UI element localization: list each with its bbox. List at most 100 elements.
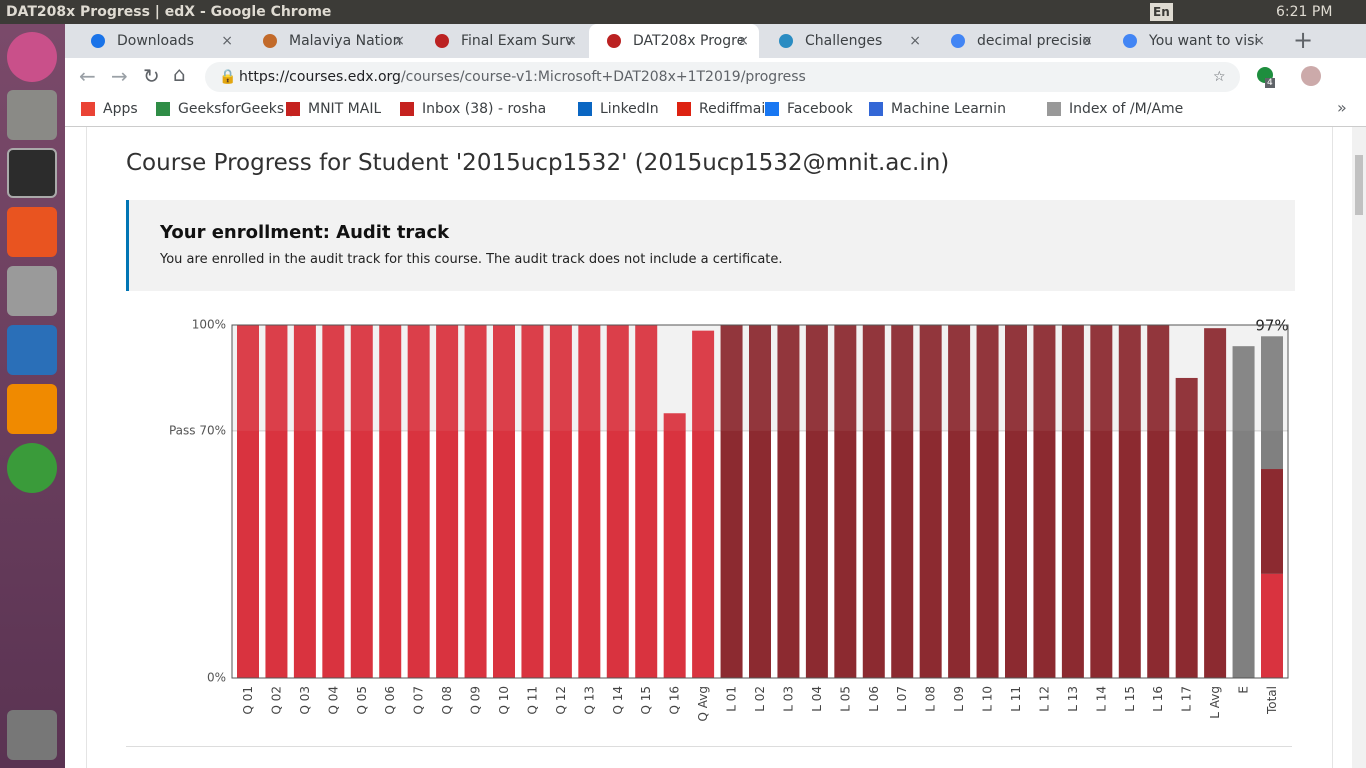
tab-title: Downloads (117, 33, 194, 49)
tab[interactable]: Final Exam Surv × (417, 24, 587, 58)
enrollment-message: Your enrollment: Audit track You are enr… (126, 200, 1295, 291)
bookmark[interactable]: MNIT MAIL (308, 101, 382, 117)
tab-icon (91, 34, 105, 48)
tab-close[interactable]: × (1081, 33, 1093, 49)
tab[interactable]: decimal precisio × (933, 24, 1103, 58)
settings-icon[interactable] (7, 266, 57, 316)
bookmark-icon (1047, 102, 1061, 116)
tab-close[interactable]: × (221, 33, 233, 49)
total-segment (1261, 336, 1283, 470)
bookmark[interactable]: Apps (103, 101, 138, 117)
profile[interactable] (1301, 66, 1321, 86)
title-bar: DAT208x Progress | edX - Google Chrome E… (0, 0, 1366, 24)
tab-title: Malaviya Nation (289, 33, 402, 49)
progress-chart: 0% Pass 70% 100% Q 01 Q 02 Q 03 Q 04 Q 05 Q 06 Q … (169, 316, 1289, 721)
vscode-icon[interactable] (7, 325, 57, 375)
home[interactable]: ⌂ (173, 62, 186, 86)
bar (919, 325, 942, 678)
x-tick-label: Total (1265, 686, 1279, 715)
tab-close[interactable]: × (1253, 33, 1265, 49)
enrollment-text: You are enrolled in the audit track for … (160, 252, 783, 267)
bookmark-star[interactable]: ☆ (1213, 69, 1226, 85)
bar (834, 325, 857, 678)
keyboard-indicator[interactable]: En (1150, 3, 1173, 21)
tab-close[interactable]: × (393, 33, 405, 49)
bookmark[interactable]: LinkedIn (600, 101, 659, 117)
bookmark[interactable]: Facebook (787, 101, 853, 117)
scroll-thumb[interactable] (1355, 155, 1363, 215)
total-segment (1261, 573, 1283, 678)
y-tick-label: Pass 70% (169, 423, 226, 437)
bar (464, 325, 487, 678)
x-tick-label: L 01 (725, 686, 739, 712)
tab-close[interactable]: × (737, 33, 749, 49)
software-icon[interactable] (7, 207, 57, 257)
bookmark[interactable]: GeeksforGeeks | (178, 101, 294, 117)
x-tick-label: L 14 (1094, 686, 1108, 712)
bar (521, 325, 544, 678)
tab-close[interactable]: × (565, 33, 577, 49)
tab[interactable]: Malaviya Nation × (245, 24, 415, 58)
terminal-icon[interactable] (7, 148, 57, 198)
back[interactable]: ← (79, 64, 96, 88)
x-tick-label: Q 07 (412, 686, 426, 715)
bar (237, 325, 259, 678)
tab-icon (1123, 34, 1137, 48)
bookmark[interactable]: Machine Learnin (891, 101, 1006, 117)
x-tick-label: Q 09 (469, 686, 483, 715)
x-tick-label: Q 14 (611, 686, 625, 715)
bar (379, 325, 402, 678)
x-tick-label: Q 10 (497, 686, 511, 715)
lock: 🔒 (219, 69, 237, 85)
x-tick-label: L 04 (810, 686, 824, 712)
trash-icon[interactable] (7, 710, 57, 760)
bar (436, 325, 459, 678)
ubuntu-icon[interactable] (7, 32, 57, 82)
x-tick-label: Q 08 (440, 686, 454, 715)
tab[interactable]: Downloads × (73, 24, 243, 58)
bookmark-icon (677, 102, 691, 116)
y-tick-label: 100% (192, 318, 226, 332)
bookmark-icon (286, 102, 300, 116)
page-heading: Course Progress for Student '2015ucp1532… (126, 150, 950, 176)
more-bookmarks[interactable]: » (1337, 98, 1347, 117)
bar (1118, 325, 1141, 678)
bar (1204, 328, 1227, 678)
bookmark[interactable]: Rediffmail (699, 101, 770, 117)
tab-icon (435, 34, 449, 48)
bookmark-icon (81, 102, 95, 116)
clock[interactable]: 6:21 PM (1276, 4, 1333, 20)
bar (948, 325, 971, 678)
new-tab[interactable]: + (1293, 26, 1314, 54)
bar (322, 325, 345, 678)
bar (749, 325, 771, 678)
scrollbar[interactable] (1352, 127, 1366, 768)
bookmark-icon (765, 102, 779, 116)
pass-band-overlay (232, 325, 1288, 431)
bar (350, 325, 373, 678)
bar (293, 325, 316, 678)
window-title: DAT208x Progress | edX - Google Chrome (6, 4, 332, 20)
bar (407, 325, 430, 678)
x-tick-label: Q 01 (241, 686, 255, 715)
bookmark[interactable]: Inbox (38) - rosha (422, 101, 547, 117)
tab[interactable]: Challenges × (761, 24, 931, 58)
bar (720, 325, 743, 678)
files-icon[interactable] (7, 90, 57, 140)
bookmark[interactable]: Index of /M/Ame (1069, 101, 1184, 117)
forward[interactable]: → (111, 64, 128, 88)
tab-title: You want to visi (1149, 33, 1259, 49)
x-tick-label: L 06 (867, 686, 881, 712)
x-tick-label: L 12 (1037, 686, 1051, 712)
bar (1005, 325, 1027, 678)
tab[interactable]: You want to visi × (1105, 24, 1275, 58)
tab[interactable]: DAT208x Progre × (589, 24, 759, 58)
vlc-icon[interactable] (7, 384, 57, 434)
reload[interactable]: ↻ (143, 64, 160, 88)
tab-close[interactable]: × (909, 33, 921, 49)
divider (126, 746, 1292, 747)
address-bar[interactable]: 🔒 https://courses.edx.org/courses/course… (205, 62, 1240, 92)
x-tick-label: Q 12 (554, 686, 568, 715)
chrome-icon[interactable] (7, 443, 57, 493)
